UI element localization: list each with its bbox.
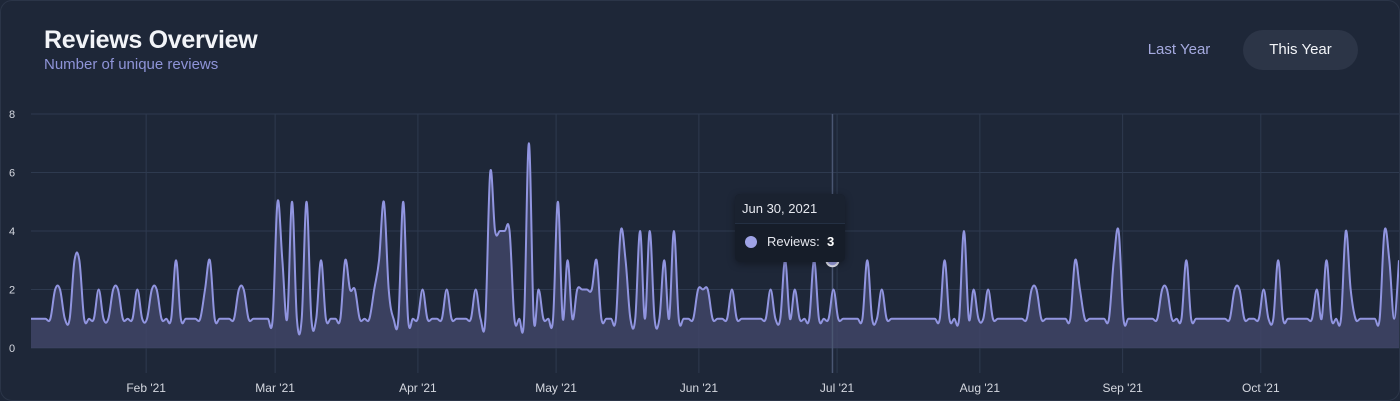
reviews-series-line	[30, 142, 1399, 336]
x-tick-label: Jul '21	[820, 381, 855, 395]
x-tick-label: Oct '21	[1242, 381, 1280, 395]
y-tick-label: 6	[9, 168, 15, 180]
x-tick-label: Apr '21	[399, 381, 437, 395]
y-tick-label: 2	[9, 285, 15, 297]
x-tick-label: Sep '21	[1102, 381, 1143, 395]
y-tick-label: 4	[9, 226, 15, 238]
x-tick-label: Jun '21	[680, 381, 719, 395]
tab-last-year[interactable]: Last Year	[1147, 41, 1211, 58]
y-tick-label: 0	[9, 343, 15, 355]
x-axis: Feb '21 Mar '21 Apr '21 May '21 Jun '21 Jul '…	[126, 381, 1280, 395]
reviews-area-fill	[31, 143, 1399, 348]
x-tick-label: Feb '21	[126, 381, 166, 395]
tooltip-series-label: Reviews:	[767, 234, 820, 249]
series-color-dot	[745, 236, 757, 248]
page-subtitle: Number of unique reviews	[44, 56, 219, 73]
x-tick-label: May '21	[535, 381, 577, 395]
page-title: Reviews Overview	[44, 26, 258, 54]
chart-tooltip: Jun 30, 2021 Reviews: 3	[735, 194, 845, 262]
x-tick-label: Aug '21	[960, 381, 1001, 395]
tab-this-year[interactable]: This Year	[1243, 30, 1358, 70]
x-tick-label: Mar '21	[255, 381, 295, 395]
tooltip-value: 3	[827, 234, 835, 249]
y-tick-label: 8	[9, 109, 15, 121]
y-axis: 0 2 4 6 8	[9, 109, 15, 355]
tooltip-date: Jun 30, 2021	[735, 194, 845, 224]
